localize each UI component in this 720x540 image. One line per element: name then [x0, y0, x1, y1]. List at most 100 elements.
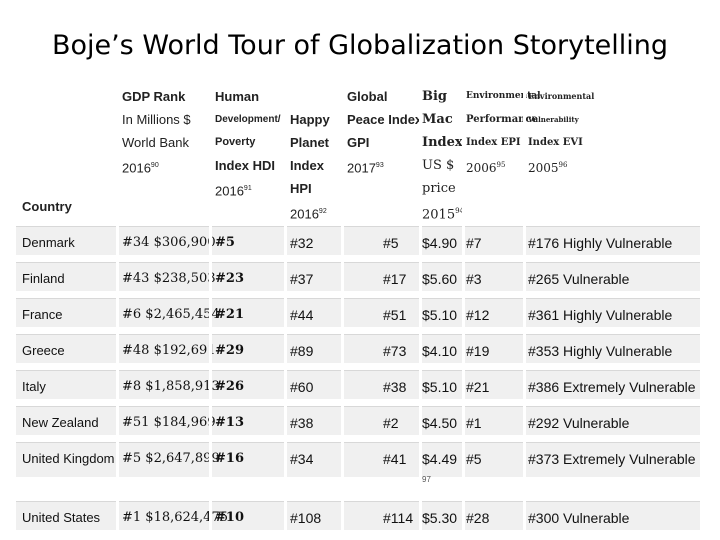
- cell-bigmac: $4.49: [422, 451, 458, 467]
- cell-epi: #19: [466, 343, 490, 359]
- header-hpi: Happy Planet Index HPI 201692: [290, 108, 330, 225]
- cell-country: New Zealand: [22, 415, 99, 430]
- header-epi-line: Environmental: [466, 91, 541, 101]
- cell-gdp: #5 $2,647,899: [122, 451, 220, 466]
- header-hpi-line: 2016: [290, 206, 319, 222]
- cell-evi: #176 Highly Vulnerable: [528, 235, 673, 251]
- column-gap: [341, 77, 344, 530]
- cell-gdp: #8 $1,858,913: [122, 379, 220, 394]
- cell-bigmac: $4.50: [422, 415, 458, 431]
- cell-epi: #5: [466, 451, 482, 467]
- column-gap: [462, 77, 465, 530]
- cell-evi: #353 Highly Vulnerable: [528, 343, 673, 359]
- column-gap: [523, 77, 526, 530]
- row-background: [16, 299, 700, 327]
- header-bigmac: Big Mac Index US $ price 201594: [422, 85, 464, 226]
- column-gap: [209, 77, 212, 530]
- row-background: [16, 227, 700, 255]
- cell-bigmac: $4.10: [422, 343, 458, 359]
- header-bigmac-line: Big: [422, 89, 448, 104]
- header-evi-line: 2005: [528, 161, 559, 175]
- header-gpi-ref: 93: [375, 162, 384, 169]
- row-divider: [16, 501, 700, 502]
- header-hpi-ref: 92: [318, 208, 327, 215]
- cell-evi: #386 Extremely Vulnerable: [528, 379, 696, 395]
- column-gap: [284, 77, 287, 530]
- cell-hpi: #32: [290, 235, 314, 251]
- cell-gdp: #48 $192,691: [122, 343, 216, 358]
- header-gpi: Global Peace Index GPI 201793: [347, 85, 422, 179]
- header-bigmac-line: Index: [422, 135, 463, 150]
- cell-gpi: #2: [383, 415, 399, 431]
- cell-evi: #300 Vulnerable: [528, 510, 630, 526]
- cell-hdi: #16: [215, 451, 244, 466]
- cell-gpi: #38: [383, 379, 407, 395]
- header-hpi-line: HPI: [290, 181, 312, 196]
- header-country: Country: [22, 199, 72, 214]
- header-evi-line: Vulnerability: [528, 115, 579, 124]
- header-epi-ref: 95: [496, 161, 506, 169]
- cell-bigmac: $5.10: [422, 307, 458, 323]
- header-epi-line: Index EPI: [466, 137, 521, 148]
- header-bigmac-line: 2015: [422, 207, 456, 223]
- cell-evi: #292 Vulnerable: [528, 415, 630, 431]
- cell-hdi: #26: [215, 379, 244, 394]
- cell-hpi: #38: [290, 415, 314, 431]
- cell-hdi: #5: [215, 235, 235, 250]
- header-bigmac-line: Mac: [422, 112, 453, 127]
- row-background: [16, 502, 700, 530]
- cell-epi: #12: [466, 307, 490, 323]
- header-gpi-line: GPI: [347, 135, 370, 150]
- header-gdp-line: GDP Rank: [122, 89, 186, 104]
- row-divider: [16, 334, 700, 335]
- header-evi-line: Environmental: [528, 91, 595, 101]
- cell-bigmac: $5.30: [422, 510, 458, 526]
- cell-country: France: [22, 307, 63, 322]
- cell-gdp: #51 $184,969: [122, 415, 216, 430]
- header-epi-line: Performance: [466, 114, 538, 125]
- header-gpi-line: Peace Index: [347, 112, 423, 127]
- cell-gdp: #6 $2,465,454: [122, 307, 220, 322]
- header-gpi-line: 2017: [347, 160, 376, 176]
- header-gdp: GDP Rank In Millions $ World Bank 201690: [122, 85, 191, 179]
- header-gdp-line: In Millions $: [122, 112, 191, 127]
- header-bigmac-line: US $: [422, 158, 455, 173]
- header-gdp-line: World Bank: [122, 135, 189, 150]
- cell-country: Denmark: [22, 235, 75, 250]
- row-background: [16, 407, 700, 435]
- column-gap: [116, 77, 119, 530]
- cell-hpi: #37: [290, 271, 314, 287]
- row-background: [16, 335, 700, 363]
- cell-hpi: #108: [290, 510, 322, 526]
- cell-bigmac: $4.90: [422, 235, 458, 251]
- cell-hdi: #23: [215, 271, 244, 286]
- header-evi: Environmental Vulnerability Index EVI 20…: [528, 85, 594, 180]
- cell-country: Greece: [22, 343, 65, 358]
- cell-country: Finland: [22, 271, 65, 286]
- header-epi: Environmental Performance Index EPI 2006…: [466, 85, 541, 180]
- header-hdi-ref: 91: [243, 185, 252, 192]
- row-divider: [16, 442, 700, 443]
- header-gdp-line: 2016: [122, 160, 151, 176]
- cell-bigmac-note: 97: [422, 475, 431, 484]
- cell-epi: #28: [466, 510, 490, 526]
- header-evi-line: Index EVI: [528, 137, 583, 148]
- row-divider: [16, 226, 700, 227]
- row-background: [16, 263, 700, 291]
- column-gap: [419, 77, 422, 530]
- header-bigmac-line: price: [422, 181, 456, 196]
- header-hdi: Human Development/ Poverty Index HDI 201…: [215, 85, 281, 202]
- cell-hdi: #10: [215, 510, 244, 525]
- row-divider: [16, 262, 700, 263]
- cell-hpi: #44: [290, 307, 314, 323]
- cell-hdi: #13: [215, 415, 244, 430]
- cell-epi: #21: [466, 379, 490, 395]
- cell-country: United States: [22, 510, 101, 525]
- cell-gdp: #34 $306,900: [122, 235, 216, 250]
- cell-hpi: #60: [290, 379, 314, 395]
- header-hdi-line: Index HDI: [215, 158, 275, 173]
- cell-gpi: #17: [383, 271, 407, 287]
- cell-epi: #1: [466, 415, 482, 431]
- row-background: [16, 371, 700, 399]
- slide-title: Boje’s World Tour of Globalization Story…: [51, 30, 669, 61]
